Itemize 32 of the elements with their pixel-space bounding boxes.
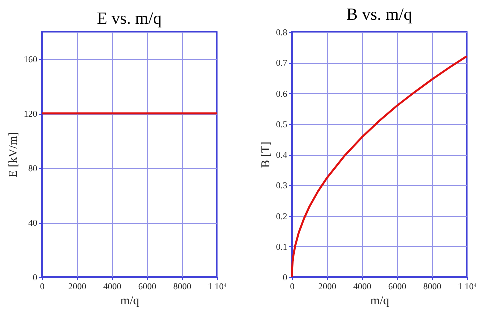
x-tick-label: 4000: [354, 282, 372, 292]
x-tick-label: 2000: [318, 282, 337, 292]
x-tick-label: 2000: [68, 282, 87, 292]
y-tick-label: 0.1: [276, 242, 288, 252]
y-tick-label: 0.2: [276, 211, 288, 222]
x-tick-label: 1 10⁴: [458, 282, 477, 292]
x-tick-label: 0: [40, 282, 46, 292]
y-tick-label: 0: [33, 272, 38, 282]
x-axis-title: m/q: [370, 294, 390, 308]
chart-title: E vs. m/q: [97, 9, 162, 28]
x-tick-label: 6000: [138, 282, 157, 292]
y-tick-label: 0.6: [276, 88, 288, 99]
y-tick-label: 0.7: [276, 58, 288, 68]
y-tick-label: 40: [28, 218, 38, 228]
y-axis-title: B [T]: [258, 142, 272, 168]
y-tick-label: 160: [24, 54, 38, 65]
y-tick-label: 0.5: [276, 119, 288, 130]
y-tick-label: 0.4: [276, 150, 288, 160]
x-tick-label: 1 10⁴: [208, 282, 227, 292]
x-tick-label: 8000: [174, 282, 192, 292]
y-tick-label: 0.8: [276, 28, 288, 38]
y-tick-label: 80: [28, 164, 38, 174]
x-tick-label: 0: [290, 282, 296, 292]
y-tick-label: 120: [24, 109, 38, 120]
y-axis-title: E [kV/m]: [6, 132, 20, 178]
chart-title: B vs. m/q: [346, 5, 413, 24]
x-tick-label: 4000: [104, 282, 122, 292]
y-tick-label: 0.3: [276, 180, 288, 191]
x-axis-title: m/q: [120, 294, 140, 308]
x-tick-label: 6000: [388, 282, 407, 292]
y-tick-label: 0: [283, 272, 288, 282]
x-tick-label: 8000: [424, 282, 442, 292]
